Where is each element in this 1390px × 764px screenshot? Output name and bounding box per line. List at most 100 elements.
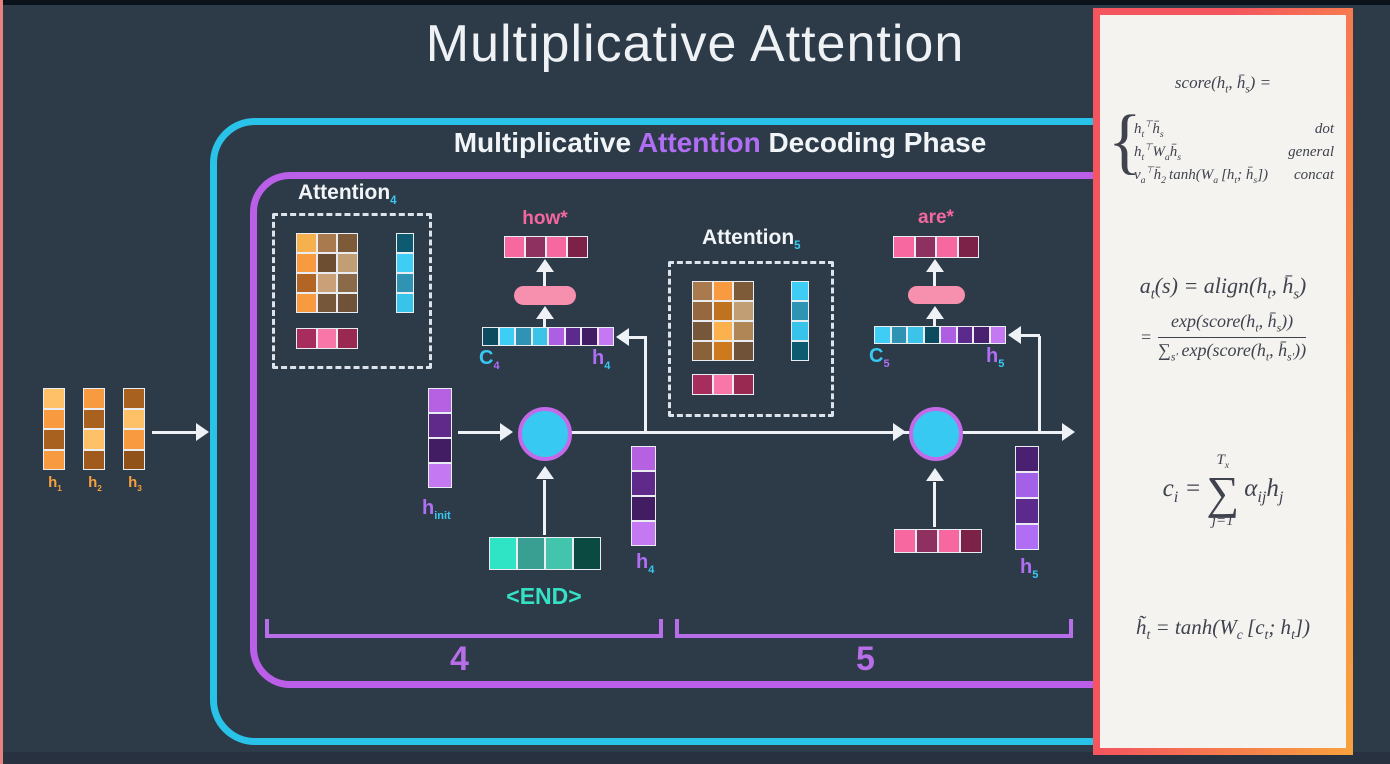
softmax-pill-5 xyxy=(908,286,965,304)
vector-cell xyxy=(567,236,588,258)
matrix-cell xyxy=(337,233,358,253)
matrix-cell xyxy=(316,273,338,293)
vector-cell xyxy=(296,328,317,349)
matrix-cell xyxy=(733,321,754,341)
vector-cell xyxy=(123,449,145,470)
summation-symbol: Tx ∑ j=1 xyxy=(1206,452,1240,530)
vector-cell xyxy=(956,326,973,344)
arrow-concat-to-pill5 xyxy=(926,306,944,319)
arrow-pill-to-word4-shaft xyxy=(543,271,546,288)
header-part2: Decoding Phase xyxy=(760,127,987,158)
matrix-cell xyxy=(296,273,317,293)
branch5-vertical-line xyxy=(1038,336,1041,433)
output-word-are: are* xyxy=(918,207,954,228)
matrix-cell xyxy=(733,281,754,301)
top-black-bar xyxy=(0,0,1390,5)
branch4-horizontal-line xyxy=(627,336,647,339)
case-row-dot: ht⊤h̄s dot xyxy=(1134,120,1334,140)
attention5-weight-matrix xyxy=(692,281,754,361)
matrix-cell xyxy=(337,293,358,313)
bracket5-left-tick xyxy=(675,619,679,636)
vector-cell xyxy=(890,326,907,344)
matrix-cell xyxy=(337,273,358,293)
attention4-key-column xyxy=(396,233,414,313)
attention5-key-column xyxy=(791,281,809,361)
attention5-dashed-box xyxy=(668,261,834,417)
vector-cell xyxy=(482,327,499,346)
decoding-phase-header: Multiplicative Attention Decoding Phase xyxy=(300,127,1140,159)
attention4-weight-matrix xyxy=(296,233,358,313)
matrix-cell xyxy=(692,341,713,361)
vector-cell xyxy=(791,281,809,301)
arrow-word-to-rnn2-shaft xyxy=(933,482,936,527)
concat-c5-h5-vector xyxy=(874,326,1006,344)
arrow-pill-to-word5 xyxy=(926,259,944,272)
vector-cell xyxy=(907,326,924,344)
arrow-pill-to-word5-shaft xyxy=(933,271,936,287)
vector-cell xyxy=(916,529,938,553)
state-vector-h5 xyxy=(1015,446,1039,550)
vector-cell xyxy=(989,326,1006,344)
input-arrow-line xyxy=(152,431,198,434)
vector-cell xyxy=(973,326,990,344)
left-edge-stripe xyxy=(0,0,3,764)
exit-arrow-head xyxy=(1062,423,1075,441)
equation-panel-inner: score(ht, h̄s) = { ht⊤h̄s dot ht⊤Wah̄s gen… xyxy=(1100,15,1346,748)
vector-cell xyxy=(1015,472,1039,498)
vector-cell xyxy=(504,236,525,258)
attention4-label: Attention4 xyxy=(298,181,397,208)
vector-cell xyxy=(923,326,940,344)
vector-cell xyxy=(712,374,734,395)
header-accent: Attention xyxy=(637,127,761,158)
vector-cell xyxy=(517,537,545,570)
matrix-cell xyxy=(316,253,338,273)
vector-cell xyxy=(123,388,145,409)
matrix-cell xyxy=(296,233,317,253)
attention5-label: Attention5 xyxy=(702,226,801,253)
page-title: Multiplicative Attention xyxy=(425,15,965,73)
matrix-cell xyxy=(692,281,713,301)
cases-brace: { xyxy=(1108,101,1142,182)
align-denominator: ∑s′ exp(score(ht, h̄s′)) xyxy=(1157,339,1307,364)
vector-cell xyxy=(957,236,979,258)
vector-cell xyxy=(692,374,713,395)
arrow-concat-to-pill4 xyxy=(536,306,554,319)
matrix-cell xyxy=(712,281,734,301)
vector-cell xyxy=(631,521,656,546)
vector-cell xyxy=(43,429,65,450)
vector-cell xyxy=(396,233,414,253)
vector-cell xyxy=(43,388,65,409)
arrow-end-to-rnn1-shaft xyxy=(543,480,546,535)
word5-vector xyxy=(893,236,979,258)
encoder-vector-h2 xyxy=(83,388,105,470)
softmax-pill-4 xyxy=(514,286,576,305)
matrix-cell xyxy=(712,301,734,321)
matrix-cell xyxy=(733,301,754,321)
matrix-cell xyxy=(692,321,713,341)
vector-cell xyxy=(428,438,452,463)
context-label-c4: C4 xyxy=(479,347,500,372)
vector-cell xyxy=(337,328,359,349)
arrow-into-rnn2-head xyxy=(893,423,906,441)
header-part1: Multiplicative xyxy=(453,127,638,158)
arrow-word-to-rnn2-head xyxy=(926,468,944,481)
vector-cell xyxy=(428,413,452,438)
vector-cell xyxy=(573,537,601,570)
vector-cell xyxy=(791,341,809,361)
align-equation: at(s) = align(ht, h̄s) = exp(score(ht, h… xyxy=(1139,273,1307,364)
word4-vector xyxy=(504,236,588,258)
vector-cell xyxy=(396,253,414,273)
vector-cell xyxy=(631,496,656,521)
arrow-pill-to-word4 xyxy=(536,259,554,272)
vector-cell xyxy=(548,327,565,346)
vector-cell xyxy=(631,446,656,471)
vector-cell xyxy=(545,537,573,570)
vector-cell xyxy=(123,429,145,450)
vector-cell xyxy=(525,236,546,258)
vector-cell xyxy=(316,328,338,349)
context-label-c5: C5 xyxy=(869,345,890,370)
vector-cell xyxy=(733,374,755,395)
vector-cell xyxy=(498,327,515,346)
vector-cell xyxy=(428,463,452,488)
